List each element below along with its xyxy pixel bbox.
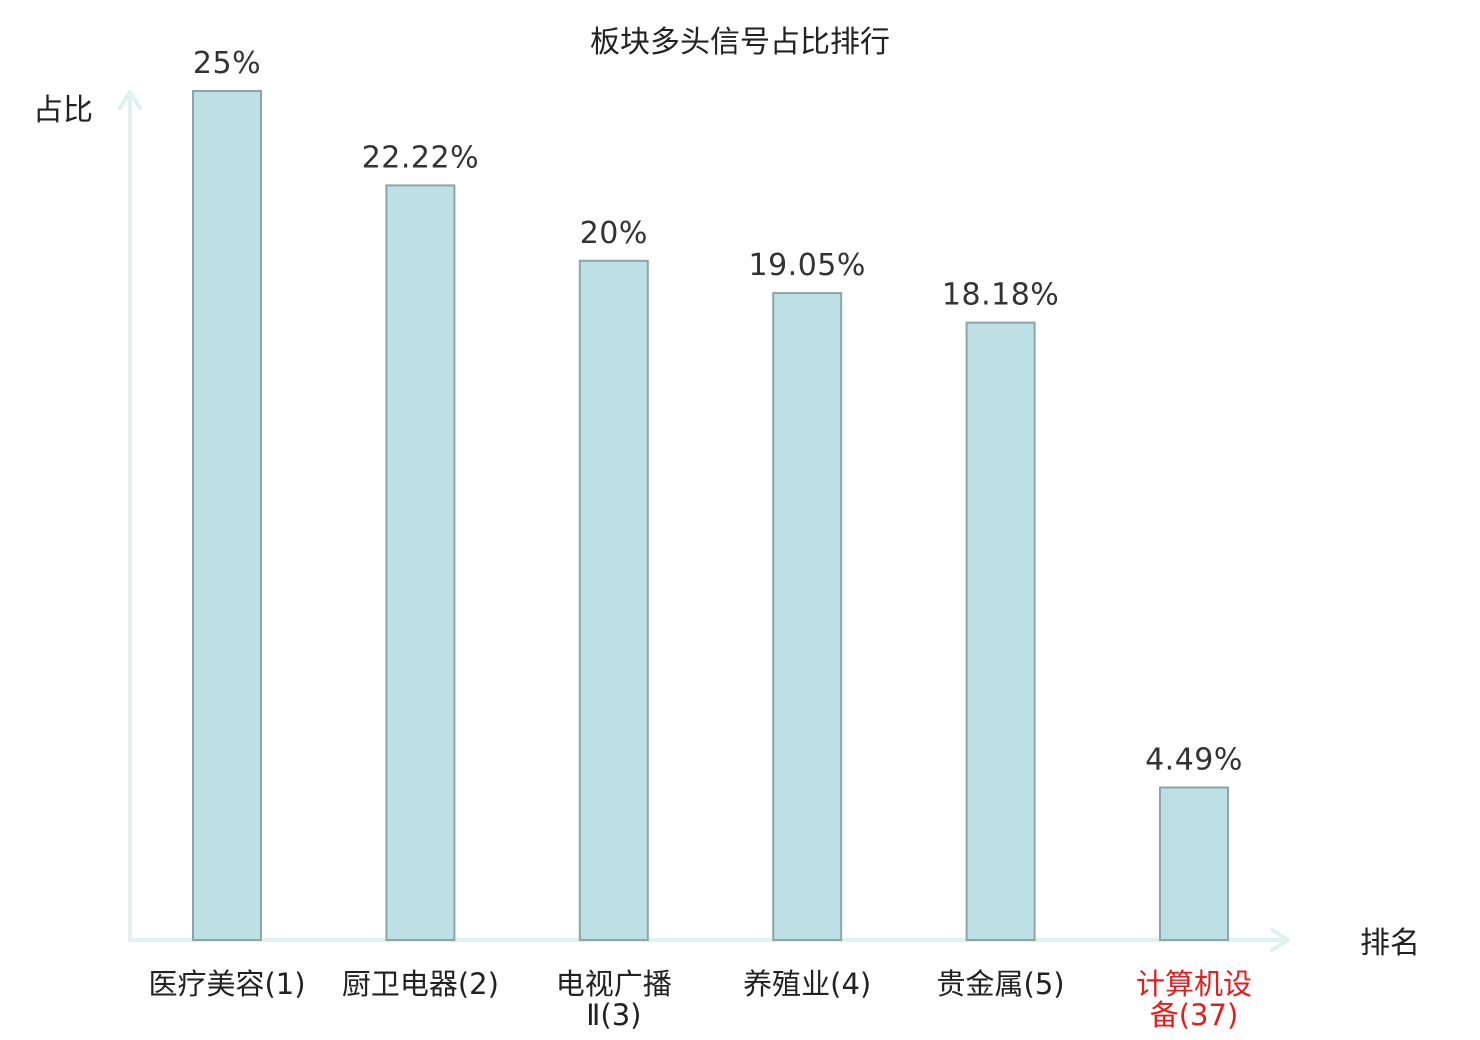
value-label-1: 25% bbox=[193, 46, 261, 81]
category-label-line: 养殖业(4) bbox=[743, 967, 871, 1001]
bar-2 bbox=[385, 184, 456, 941]
value-labels: 25% 22.22% 20% 19.05% 18.18% 4.49% bbox=[193, 46, 1243, 778]
category-label-4: 养殖业(4) bbox=[743, 967, 871, 1001]
category-labels: 医疗美容(1) 厨卫电器(2) 电视广播 Ⅱ(3) 养殖业(4) 贵金属(5) 计算机设备(… bbox=[148, 967, 1252, 1032]
x-axis-label: 排名 bbox=[1360, 926, 1420, 961]
value-label-5: 18.18% bbox=[942, 278, 1059, 313]
category-label-line: 贵金属(5) bbox=[937, 967, 1065, 1001]
bar-4 bbox=[772, 292, 843, 942]
bars bbox=[192, 90, 1229, 942]
category-label-line: 医疗美容(1) bbox=[148, 967, 305, 1001]
category-label-6: 计算机设备(37) bbox=[1136, 967, 1252, 1032]
axes bbox=[118, 90, 1290, 952]
bar-5 bbox=[965, 321, 1036, 942]
bar-3 bbox=[578, 259, 649, 941]
category-label-line: 厨卫电器(2) bbox=[342, 967, 499, 1001]
value-label-6: 4.49% bbox=[1145, 743, 1243, 778]
category-label-1: 医疗美容(1) bbox=[148, 967, 305, 1001]
category-label-line: Ⅱ(3) bbox=[586, 998, 641, 1032]
bar-1 bbox=[192, 90, 262, 941]
y-axis-label: 占比 bbox=[33, 93, 93, 128]
category-label-2: 厨卫电器(2) bbox=[342, 967, 499, 1001]
category-label-5: 贵金属(5) bbox=[937, 967, 1065, 1001]
category-label-line: 电视广播 bbox=[556, 967, 672, 1001]
value-label-3: 20% bbox=[580, 216, 648, 251]
y-axis-arrow-icon bbox=[118, 90, 142, 110]
category-label-line: 计算机设 bbox=[1136, 967, 1252, 1001]
value-label-2: 22.22% bbox=[362, 140, 479, 175]
bar-6 bbox=[1159, 786, 1229, 941]
category-label-line: 备(37) bbox=[1150, 998, 1239, 1032]
category-label-3: 电视广播 Ⅱ(3) bbox=[556, 967, 672, 1032]
x-axis-arrow-icon bbox=[1270, 928, 1290, 952]
value-label-4: 19.05% bbox=[749, 248, 866, 283]
chart-title: 板块多头信号占比排行 bbox=[590, 25, 890, 60]
